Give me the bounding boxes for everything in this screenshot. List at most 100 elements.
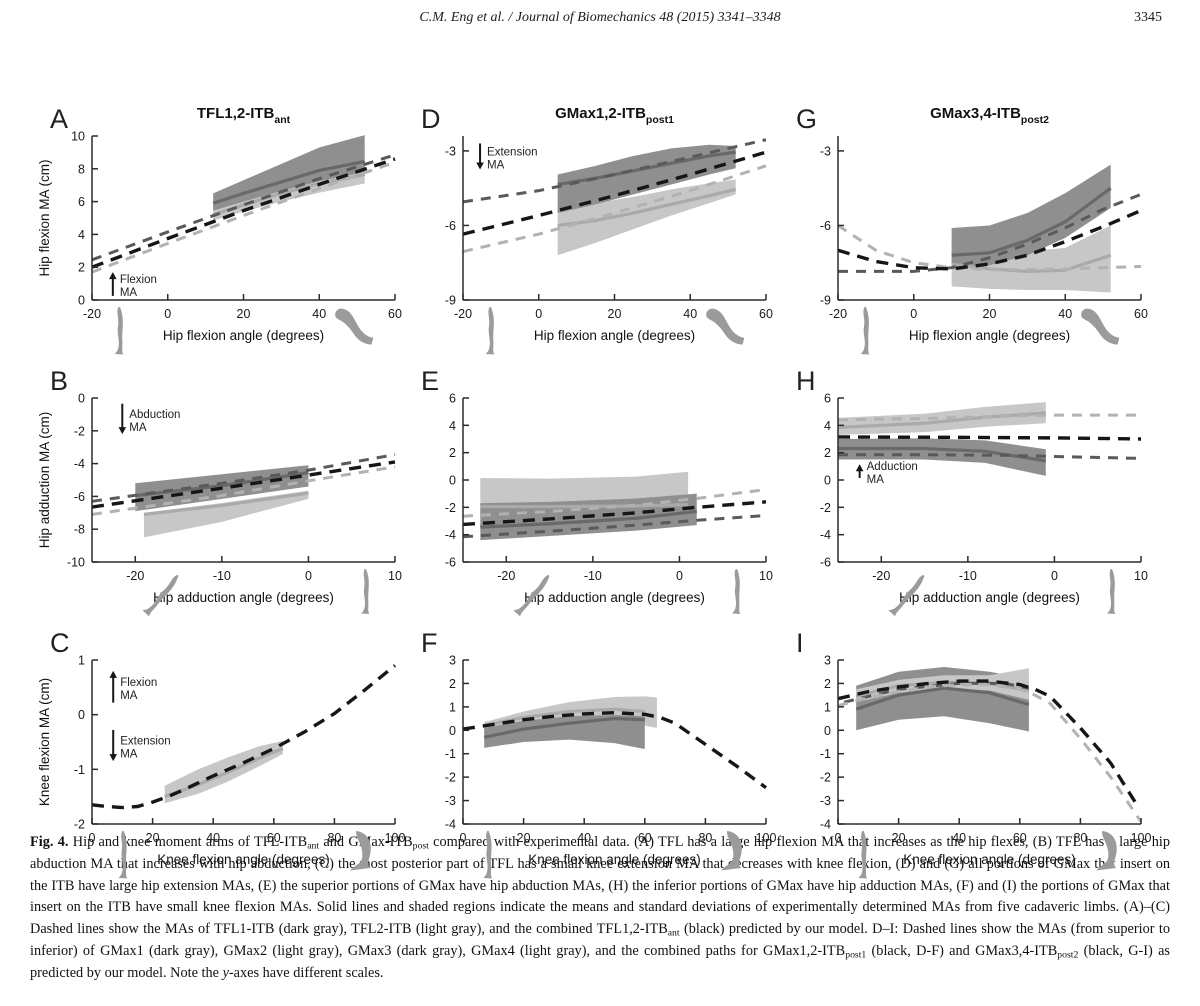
- plot-layers: [837, 402, 1142, 476]
- caption-text: (black, D-F) and GMax3,4-ITB: [866, 942, 1058, 959]
- panel-G-chart: G GMax3,4-ITBpost2 -3 -6 -9-20 0 20 40 60 Hip fle…: [796, 104, 1148, 355]
- x-tick-label: 40: [952, 831, 966, 845]
- x-tick-label: -10: [959, 569, 977, 583]
- x-tick-label: 0: [89, 831, 96, 845]
- light-gray-band: [164, 740, 283, 804]
- leg-posture-icon-straight: [513, 574, 550, 617]
- black-dashed-line: [91, 664, 397, 810]
- annotation-text: Abduction: [129, 409, 180, 421]
- x-axis-label: Hip adduction angle (degrees): [524, 590, 705, 605]
- light-dashed-line: [837, 413, 1141, 422]
- x-axis-label: Hip adduction angle (degrees): [899, 590, 1080, 605]
- light-dashed-line: [462, 164, 767, 254]
- x-tick-label: -10: [213, 569, 231, 583]
- dark-solid-line: [480, 509, 697, 529]
- black-dashed-line: [91, 460, 396, 509]
- x-tick-label: 10: [1134, 569, 1148, 583]
- panel-F-chart: F3 2 1 0 -1 -2 -3 -4 0 20 40 60 80 100 Knee flexion an…: [421, 628, 776, 879]
- leg-posture-icon-straight: [483, 831, 492, 879]
- y-tick-label: 4: [449, 419, 456, 433]
- light-gray-band: [143, 490, 309, 538]
- axes: [91, 135, 396, 301]
- light-solid-line: [837, 411, 1046, 429]
- leg-posture-icon-straight: [732, 569, 741, 614]
- x-tick-label: 40: [683, 307, 697, 321]
- x-axis-label: Hip flexion angle (degrees): [163, 328, 324, 343]
- dark-solid-line: [483, 716, 645, 739]
- x-tick-label: 10: [759, 569, 773, 583]
- y-tick-label: 0: [78, 392, 85, 406]
- leg-posture-icon-straight: [1107, 569, 1116, 614]
- annotation-text: Adduction: [867, 461, 918, 473]
- panel-letter: D: [421, 104, 441, 134]
- figure-caption: Fig. 4. Hip and knee moment arms of TFL-…: [30, 832, 1170, 985]
- x-tick-label: 40: [206, 831, 220, 845]
- leg-posture-icon-straight: [888, 574, 925, 617]
- leg-posture-icon-straight: [118, 831, 128, 879]
- dark-solid-line: [951, 186, 1112, 257]
- light-dashed-line: [91, 160, 396, 274]
- x-tick-label: 0: [305, 569, 312, 583]
- y-tick-label: 4: [824, 419, 831, 433]
- dark-solid-line: [855, 686, 1030, 711]
- panel-letter: C: [50, 628, 70, 658]
- y-tick-label: 4: [78, 228, 85, 242]
- plot-layers: [837, 667, 1143, 823]
- running-head-citation: C.M. Eng et al. / Journal of Biomechanic…: [419, 10, 781, 25]
- x-tick-label: 60: [1013, 831, 1027, 845]
- axes: [91, 659, 396, 825]
- y-tick-label: -3: [445, 144, 456, 158]
- leg-posture-icon-flexhip: [706, 308, 745, 345]
- axes: [462, 397, 767, 563]
- y-axis-label: Hip adduction MA (cm): [37, 412, 52, 549]
- y-tick-label: -6: [445, 219, 456, 233]
- light-dashed-line: [837, 683, 1143, 823]
- y-tick-label: 6: [449, 392, 456, 406]
- y-tick-label: -2: [74, 424, 85, 438]
- axes: [462, 659, 767, 825]
- x-tick-label: 20: [517, 831, 531, 845]
- dark-dashed-line: [462, 138, 767, 204]
- y-tick-label: -4: [820, 528, 831, 542]
- dark-solid-line: [838, 446, 1047, 463]
- black-dashed-line: [837, 435, 1142, 441]
- dark-gray-band: [951, 164, 1111, 269]
- black-dashed-line: [837, 679, 1137, 803]
- y-tick-label: -8: [74, 523, 85, 537]
- x-tick-label: 0: [910, 307, 917, 321]
- x-axis-label: Knee flexion angle (degrees): [157, 852, 330, 867]
- y-tick-label: 6: [78, 195, 85, 209]
- y-tick-label: -3: [820, 794, 831, 808]
- x-tick-label: -20: [126, 569, 144, 583]
- axes: [837, 136, 1142, 301]
- caption-subscript: post1: [845, 949, 867, 961]
- y-tick-label: -1: [445, 747, 456, 761]
- y-tick-label: 0: [824, 724, 831, 738]
- x-tick-label: 80: [327, 831, 341, 845]
- page-header: C.M. Eng et al. / Journal of Biomechanic…: [0, 10, 1200, 32]
- panel-title: GMax3,4-ITBpost2: [930, 105, 1049, 126]
- x-tick-label: 60: [267, 831, 281, 845]
- caption-text: Fig. 4.: [30, 834, 69, 850]
- annotation-text: Flexion: [120, 274, 157, 286]
- y-tick-label: -9: [445, 294, 456, 308]
- up-arrow-icon: [109, 670, 118, 678]
- dark-dashed-line: [838, 453, 1142, 460]
- light-solid-line: [164, 747, 284, 799]
- panel-I-chart: I 3 2 1 0 -1 -2 -3 -4 0 20 40 60 80 100 Knee flexion an…: [796, 628, 1151, 879]
- y-tick-label: 3: [824, 654, 831, 668]
- x-tick-label: 10: [388, 569, 402, 583]
- dark-dashed-line: [843, 681, 1030, 704]
- annotation-text: Flexion: [120, 677, 157, 689]
- y-tick-label: 0: [78, 708, 85, 722]
- panel-letter: H: [796, 366, 816, 396]
- y-tick-label: -4: [445, 818, 456, 832]
- light-solid-line: [480, 503, 689, 509]
- annotation-text: Extension: [120, 736, 171, 748]
- panel-letter: F: [421, 628, 438, 658]
- y-tick-label: -4: [820, 818, 831, 832]
- x-axis-label: Knee flexion angle (degrees): [903, 852, 1076, 867]
- x-tick-label: 0: [164, 307, 171, 321]
